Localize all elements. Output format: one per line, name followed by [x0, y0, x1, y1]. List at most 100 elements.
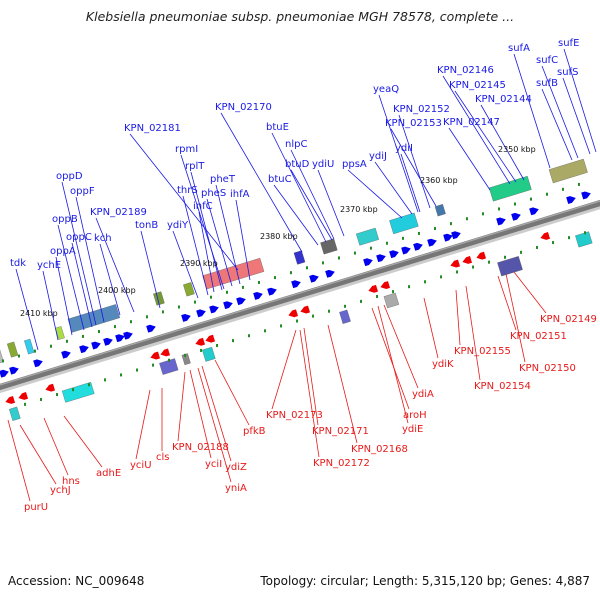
forward-gene-arrow: [236, 297, 246, 306]
forward-gene-arrow: [581, 191, 591, 200]
forward-gene-arrow: [309, 274, 319, 283]
tick-dot: [248, 334, 251, 338]
forward-gene-label: ydiY: [167, 220, 189, 231]
tick-dot: [520, 250, 523, 254]
tick-dot: [392, 290, 395, 294]
forward-gene-label: rplT: [185, 161, 205, 172]
forward-gene-block: [389, 212, 419, 235]
tick-dot: [536, 245, 539, 249]
reverse-gene-label: adhE: [96, 468, 121, 479]
reverse-gene-block: [383, 292, 400, 309]
reverse-gene-label: KPN_02149: [540, 314, 597, 325]
reverse-gene-arrow: [540, 232, 551, 240]
forward-gene-block: [434, 204, 446, 217]
tick-dot: [200, 348, 203, 352]
tick-dot: [88, 383, 91, 387]
forward-gene-label: ppsA: [342, 159, 367, 170]
forward-gene-arrow: [376, 254, 386, 263]
reverse-gene-label: KPN_02188: [172, 442, 229, 453]
forward-leader-line: [190, 171, 223, 291]
reverse-leader-line: [303, 327, 319, 426]
forward-leader-line: [271, 132, 327, 243]
forward-gene-label: oppD: [56, 171, 83, 182]
forward-leader-line: [562, 77, 591, 155]
forward-gene-arrow: [115, 334, 125, 343]
leader-line-layer: [7, 48, 597, 502]
forward-leader-line: [541, 65, 579, 159]
reverse-gene-block: [497, 256, 523, 277]
reverse-gene-label: KPN_02171: [312, 426, 369, 437]
forward-gene-label: ihfA: [230, 189, 250, 200]
forward-gene-arrow: [291, 280, 301, 289]
tick-dot: [104, 378, 107, 382]
tick-dot: [312, 314, 315, 318]
forward-gene-label: KPN_02147: [443, 117, 500, 128]
reverse-leader-line: [455, 289, 461, 346]
forward-gene-arrow: [91, 341, 101, 350]
forward-gene-arrow: [443, 233, 453, 242]
forward-gene-arrow: [267, 287, 277, 296]
tick-dot: [344, 304, 347, 308]
reverse-gene-label: hns: [62, 476, 80, 487]
forward-leader-line: [55, 256, 73, 336]
reverse-gene-label: KPN_02154: [474, 381, 531, 392]
tick-layer: [1, 182, 587, 406]
forward-gene-block: [0, 348, 4, 365]
forward-leader-line: [317, 169, 345, 237]
forward-gene-label: ydiJ: [369, 151, 387, 162]
forward-gene-label: oppC: [66, 232, 92, 243]
forward-gene-arrow: [223, 301, 233, 310]
forward-gene-label: KPN_02145: [449, 80, 506, 91]
tick-dot: [56, 393, 59, 397]
forward-gene-label: KPN_02153: [385, 118, 442, 129]
forward-gene-arrow: [427, 238, 437, 247]
reverse-leader-line: [371, 307, 410, 410]
reverse-gene-block: [159, 358, 179, 375]
tick-dot: [385, 241, 388, 245]
reverse-leader-line: [63, 415, 103, 468]
forward-gene-label: KPN_02170: [215, 102, 272, 113]
forward-gene-label: kch: [94, 233, 112, 244]
tick-dot: [424, 280, 427, 284]
tick-dot: [33, 349, 36, 353]
tick-dot: [305, 266, 308, 270]
forward-gene-label: sufA: [508, 43, 530, 54]
forward-leader-line: [390, 128, 437, 207]
forward-gene-arrow: [209, 305, 219, 314]
tick-dot: [225, 290, 228, 294]
backbone-layer: [0, 199, 600, 394]
forward-leader-line: [347, 169, 403, 219]
forward-gene-label: KPN_02189: [90, 207, 147, 218]
reverse-gene-label: yniA: [225, 483, 247, 494]
reverse-leader-line: [299, 329, 320, 458]
feature-layer: [0, 158, 593, 421]
tick-dot: [328, 309, 331, 313]
reverse-gene-label: cls: [156, 452, 170, 463]
tick-dot: [289, 271, 292, 275]
forward-gene-label: pheS: [201, 188, 226, 199]
forward-leader-line: [140, 230, 161, 309]
tick-dot: [497, 207, 500, 211]
map-title: Klebsiella pneumoniae subsp. pneumoniae …: [85, 9, 515, 24]
tick-dot: [168, 358, 171, 362]
reverse-gene-block: [339, 309, 351, 324]
tick-label: 2380 kbp: [260, 232, 298, 241]
tick-dot: [40, 397, 43, 401]
reverse-gene-label: aroH: [403, 410, 427, 421]
reverse-leader-line: [465, 285, 481, 381]
tick-dot: [456, 270, 459, 274]
forward-gene-label: pheT: [210, 174, 236, 185]
tick-dot: [241, 285, 244, 289]
tick-dot: [529, 197, 532, 201]
tick-dot: [337, 256, 340, 260]
forward-gene-label: rpmI: [175, 144, 198, 155]
forward-leader-line: [400, 153, 421, 213]
tick-dot: [545, 192, 548, 196]
forward-leader-line: [235, 199, 251, 281]
tick-dot: [152, 363, 155, 367]
forward-leader-line: [273, 184, 319, 246]
forward-gene-arrow: [566, 196, 576, 204]
reverse-gene-block: [181, 353, 191, 366]
forward-leader-line: [95, 217, 135, 313]
tick-dot: [433, 227, 436, 231]
